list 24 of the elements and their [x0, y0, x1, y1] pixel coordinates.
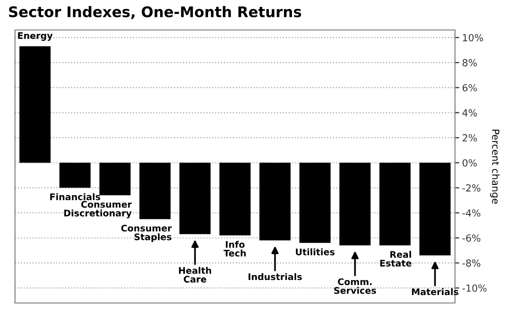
x-tick-label: Industrials — [248, 273, 302, 280]
y-tick-label: 0% — [462, 159, 477, 167]
x-tick-label: Consumer Staples — [121, 224, 172, 242]
chart-title: Sector Indexes, One-Month Returns — [9, 6, 302, 20]
x-tick-label: Health Care — [179, 266, 212, 283]
y-tick-label: 4% — [462, 109, 477, 116]
y-tick-label: -6% — [462, 234, 480, 242]
y-tick-label: -10% — [462, 284, 487, 292]
y-tick-label: -2% — [462, 184, 480, 192]
x-tick-label: Real Estate — [380, 250, 412, 267]
y-axis-title: Percent change — [490, 130, 500, 204]
y-tick-label: 8% — [462, 59, 477, 66]
x-tick-label: Comm. Services — [334, 278, 376, 294]
x-tick-label: Energy — [18, 32, 53, 41]
y-tick-label: -8% — [462, 259, 480, 267]
x-tick-label: Financials — [50, 193, 100, 200]
x-tick-label: Consumer Discretionary — [64, 200, 132, 218]
x-tick-label: Materials — [412, 288, 458, 296]
y-tick-label: 2% — [462, 134, 477, 142]
x-tick-label: Utilities — [296, 248, 334, 256]
y-tick-label: 10% — [463, 34, 484, 42]
x-tick-label: Info Tech — [224, 240, 246, 257]
y-tick-label: 6% — [462, 84, 477, 92]
y-tick-label: -4% — [462, 209, 480, 217]
